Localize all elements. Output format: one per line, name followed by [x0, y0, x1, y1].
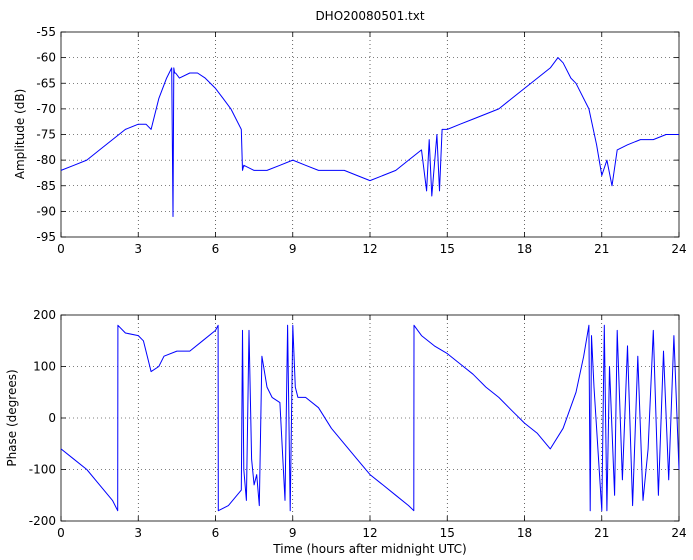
y-tick-label: -90 — [36, 204, 56, 218]
y-tick-label: 200 — [33, 308, 56, 322]
phase-grid — [61, 315, 679, 521]
y-tick-label: -85 — [36, 179, 56, 193]
phase-y-ticks: 200 100 0 -100 -200 — [29, 308, 679, 528]
y-tick-label: -60 — [36, 51, 56, 65]
x-tick-label: 12 — [362, 242, 377, 256]
x-tick-label: 6 — [212, 526, 220, 540]
y-tick-label: -75 — [36, 128, 56, 142]
x-tick-label: 15 — [440, 526, 455, 540]
series-line — [60, 324, 680, 512]
phase-y-axis-label: Phase (degrees) — [5, 369, 19, 466]
x-tick-label: 0 — [57, 526, 65, 540]
y-tick-label: -100 — [29, 463, 56, 477]
x-tick-label: 24 — [671, 242, 686, 256]
x-tick-label: 0 — [57, 242, 65, 256]
phase-x-axis-label: Time (hours after midnight UTC) — [272, 542, 466, 556]
amplitude-y-axis-label: Amplitude (dB) — [13, 89, 27, 180]
y-tick-label: 0 — [48, 411, 56, 425]
amplitude-grid — [61, 32, 679, 237]
x-tick-label: 15 — [440, 242, 455, 256]
x-tick-label: 18 — [517, 526, 532, 540]
phase-trace — [60, 324, 680, 512]
amplitude-chart: 0 3 6 9 12 15 18 21 24 -55-60-65-70-75-80-85-90-… — [13, 9, 687, 256]
phase-x-ticks: 0 3 6 9 12 15 18 21 24 — [57, 315, 687, 540]
x-tick-label: 18 — [517, 242, 532, 256]
y-tick-label: -55 — [36, 25, 56, 39]
amplitude-x-ticks: 0 3 6 9 12 15 18 21 24 — [57, 32, 687, 256]
y-tick-label: -65 — [36, 76, 56, 90]
series-line — [60, 57, 679, 217]
y-tick-label: -80 — [36, 153, 56, 167]
y-tick-label: -95 — [36, 230, 56, 244]
chart-title: DHO20080501.txt — [315, 9, 424, 23]
y-tick-label: -70 — [36, 102, 56, 116]
x-tick-label: 21 — [594, 526, 609, 540]
x-tick-label: 9 — [289, 242, 297, 256]
amplitude-trace — [60, 57, 679, 217]
y-tick-label: 100 — [33, 360, 56, 374]
x-tick-label: 12 — [362, 526, 377, 540]
x-tick-label: 6 — [212, 242, 220, 256]
x-tick-label: 3 — [134, 526, 142, 540]
amplitude-y-ticks: -55 -60 -65 -70 -75 -80 -85 -90 -95 — [36, 25, 679, 244]
y-tick-label: -200 — [29, 514, 56, 528]
x-tick-label: 24 — [671, 526, 686, 540]
x-tick-label: 21 — [594, 242, 609, 256]
x-tick-label: 3 — [134, 242, 142, 256]
phase-chart: 0 3 6 9 12 15 18 21 24 200 100 0 -100 -200 Time (hou… — [5, 308, 687, 556]
x-tick-label: 9 — [289, 526, 297, 540]
